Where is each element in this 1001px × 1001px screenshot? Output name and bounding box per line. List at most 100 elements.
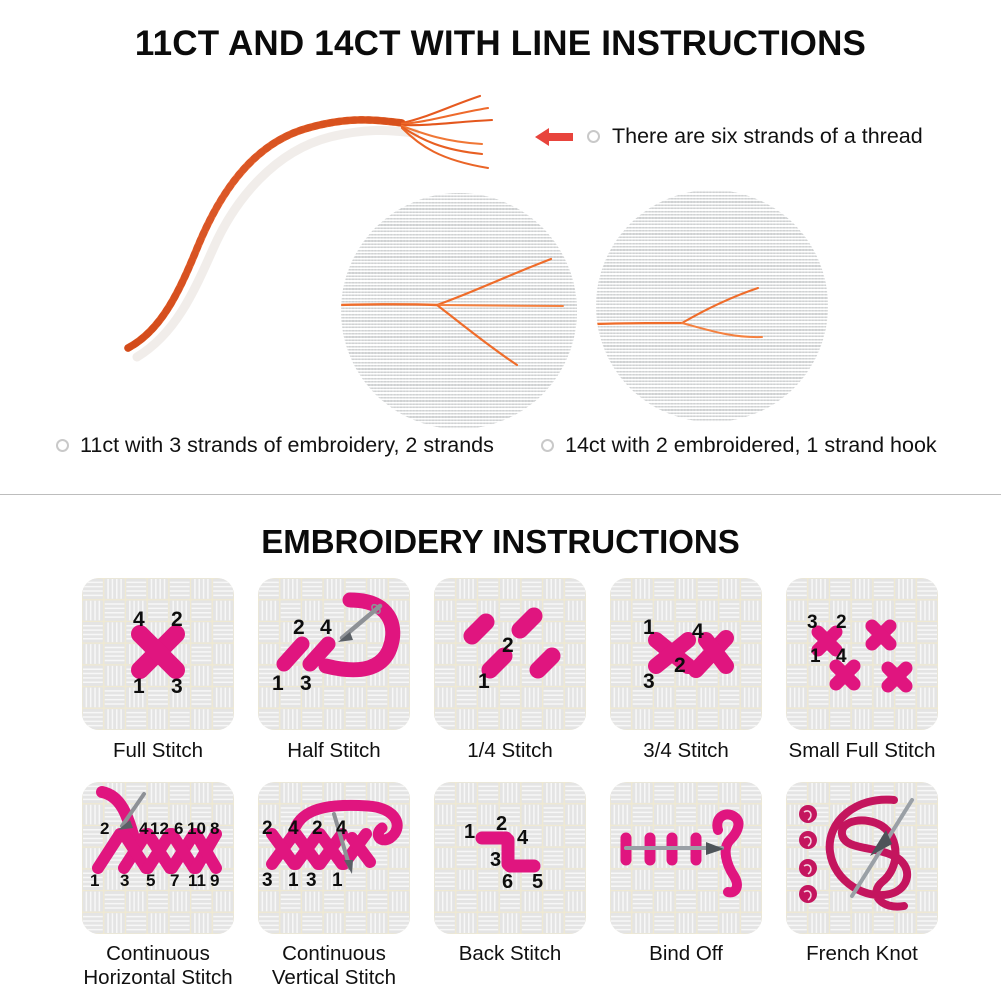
stitch-cell-small-full-stitch[interactable]: 3 2 1 4 Small Full Stitch <box>774 578 950 763</box>
stitch-number: 9 <box>210 871 219 890</box>
stitch-cell-continuous-horizontal-stitch[interactable]: 2 4 12 6 10 8 1 3 5 7 11 9 <box>70 781 246 990</box>
stitch-label: Bind Off <box>649 941 723 965</box>
stitch-cell-full-stitch[interactable]: 4 2 1 3 Full Stitch <box>70 578 246 763</box>
caption-11ct: 11ct with 3 strands of embroidery, 2 str… <box>56 433 494 458</box>
ring-bullet-icon <box>541 439 554 452</box>
stitch-diagram-small-full-stitch: 3 2 1 4 <box>786 578 938 730</box>
stitch-diagram-continuous-vertical-stitch: 2 4 2 4 3 1 3 1 <box>258 781 410 934</box>
stitch-number: 12 <box>150 819 169 838</box>
stitch-label: Full Stitch <box>113 739 203 762</box>
stitch-number: 3 <box>490 849 501 871</box>
stitch-cell-three-quarter-stitch[interactable]: 1 4 2 3 3/4 Stitch <box>598 578 774 763</box>
stitch-number: 2 <box>293 616 305 639</box>
stitch-number: 7 <box>170 871 179 890</box>
stitch-number: 3 <box>643 670 655 693</box>
caption-11ct-text: 11ct with 3 strands of embroidery, 2 str… <box>80 433 494 457</box>
stitch-number: 1 <box>133 675 145 698</box>
stitch-number: 2 <box>502 634 514 657</box>
stitch-diagram-bind-off <box>610 781 762 934</box>
stitch-number: 3 <box>120 871 129 890</box>
stitch-number: 5 <box>532 871 543 893</box>
stitch-diagram-three-quarter-stitch: 1 4 2 3 <box>610 578 762 730</box>
stitch-diagram-french-knot <box>786 781 938 934</box>
stitch-cell-bind-off[interactable]: Bind Off <box>598 781 774 990</box>
stitch-label: Small Full Stitch <box>788 739 936 762</box>
stitch-cell-french-knot[interactable]: French Knot <box>774 781 950 990</box>
stitch-number: 1 <box>478 670 490 693</box>
stitch-number: 4 <box>139 819 149 838</box>
ring-bullet-icon <box>56 439 69 452</box>
stitch-number: 2 <box>171 608 183 631</box>
stitch-number: 4 <box>133 608 145 631</box>
stitch-diagram-continuous-horizontal-stitch: 2 4 12 6 10 8 1 3 5 7 11 9 <box>82 781 234 934</box>
stitch-number: 1 <box>90 871 99 890</box>
section-divider <box>0 494 1001 495</box>
stitch-number: 2 <box>836 612 847 633</box>
caption-14ct: 14ct with 2 embroidered, 1 strand hook <box>541 433 937 458</box>
arrow-left-icon <box>533 126 575 148</box>
stitch-label: Continuous Vertical Stitch <box>271 941 397 989</box>
swatch-captions: 11ct with 3 strands of embroidery, 2 str… <box>0 433 1001 463</box>
stitch-number: 1 <box>332 870 343 891</box>
page-title-line-instructions: 11CT AND 14CT WITH LINE INSTRUCTIONS <box>134 24 867 63</box>
needle-icon <box>338 603 383 642</box>
needle-icon <box>118 791 146 830</box>
caption-14ct-text: 14ct with 2 embroidered, 1 strand hook <box>565 433 937 457</box>
stitch-number: 11 <box>188 871 206 890</box>
needle-icon <box>850 797 914 898</box>
stitch-number: 4 <box>288 818 299 839</box>
stitch-number: 6 <box>174 819 183 838</box>
stitch-number: 2 <box>496 813 507 835</box>
callout-text: There are six strands of a thread <box>612 124 923 148</box>
stitch-number: 3 <box>807 612 818 633</box>
stitch-number: 5 <box>146 871 155 890</box>
stitch-number: 4 <box>336 818 347 839</box>
stitch-cell-back-stitch[interactable]: 1 2 4 3 6 5 Back Stitch <box>422 781 598 990</box>
stitch-grid: 4 2 1 3 Full Stitch <box>70 578 950 989</box>
needle-icon <box>332 811 353 874</box>
stitch-label: 1/4 Stitch <box>467 739 553 762</box>
stitch-number: 4 <box>836 646 847 667</box>
stitch-number: 4 <box>320 616 332 639</box>
stitch-label: Continuous Horizontal Stitch <box>83 941 233 989</box>
stitch-number: 2 <box>262 818 273 839</box>
stitch-number: 1 <box>288 870 299 891</box>
needle-icon <box>624 841 724 855</box>
stitch-number: 1 <box>464 821 475 843</box>
ring-bullet-icon <box>587 130 600 143</box>
stitch-number: 2 <box>674 654 686 677</box>
stitch-cell-half-stitch[interactable]: 2 4 1 3 Half Stitch <box>246 578 422 763</box>
stitch-number: 1 <box>272 672 284 695</box>
stitch-number: 1 <box>810 646 821 667</box>
stitch-number: 2 <box>312 818 323 839</box>
stitch-number: 1 <box>643 616 655 639</box>
stitch-label: French Knot <box>806 941 918 965</box>
stitch-number: 2 <box>100 819 109 838</box>
orange-thread-illustration <box>110 82 530 382</box>
callout-six-strands: There are six strands of a thread <box>533 124 923 149</box>
fabric-swatch-14ct <box>596 190 828 422</box>
stitch-label: Back Stitch <box>458 941 562 965</box>
stitch-number: 3 <box>262 870 273 891</box>
stitch-number: 4 <box>517 827 529 849</box>
stitch-diagram-full-stitch: 4 2 1 3 <box>82 578 234 730</box>
stitch-number: 3 <box>171 675 183 698</box>
stitch-row-2: 2 4 12 6 10 8 1 3 5 7 11 9 <box>70 781 950 990</box>
stitch-number: 3 <box>306 870 317 891</box>
stitch-diagram-quarter-stitch: 1 2 <box>434 578 586 730</box>
stitch-label: 3/4 Stitch <box>643 739 729 762</box>
page-title-embroidery-instructions: EMBROIDERY INSTRUCTIONS <box>261 523 740 560</box>
stitch-row-1: 4 2 1 3 Full Stitch <box>70 578 950 763</box>
stitch-cell-continuous-vertical-stitch[interactable]: 2 4 2 4 3 1 3 1 Continuous Vertical Stit… <box>246 781 422 990</box>
stitch-number: 4 <box>692 620 704 643</box>
stitch-number: 3 <box>300 672 312 695</box>
stitch-diagram-half-stitch: 2 4 1 3 <box>258 578 410 730</box>
stitch-label: Half Stitch <box>287 739 381 762</box>
stitch-number: 6 <box>502 871 513 893</box>
stitch-cell-quarter-stitch[interactable]: 1 2 1/4 Stitch <box>422 578 598 763</box>
stitch-number: 10 <box>187 819 206 838</box>
fabric-swatch-11ct <box>341 193 577 429</box>
stitch-number: 8 <box>210 819 219 838</box>
stitch-diagram-back-stitch: 1 2 4 3 6 5 <box>434 781 586 934</box>
